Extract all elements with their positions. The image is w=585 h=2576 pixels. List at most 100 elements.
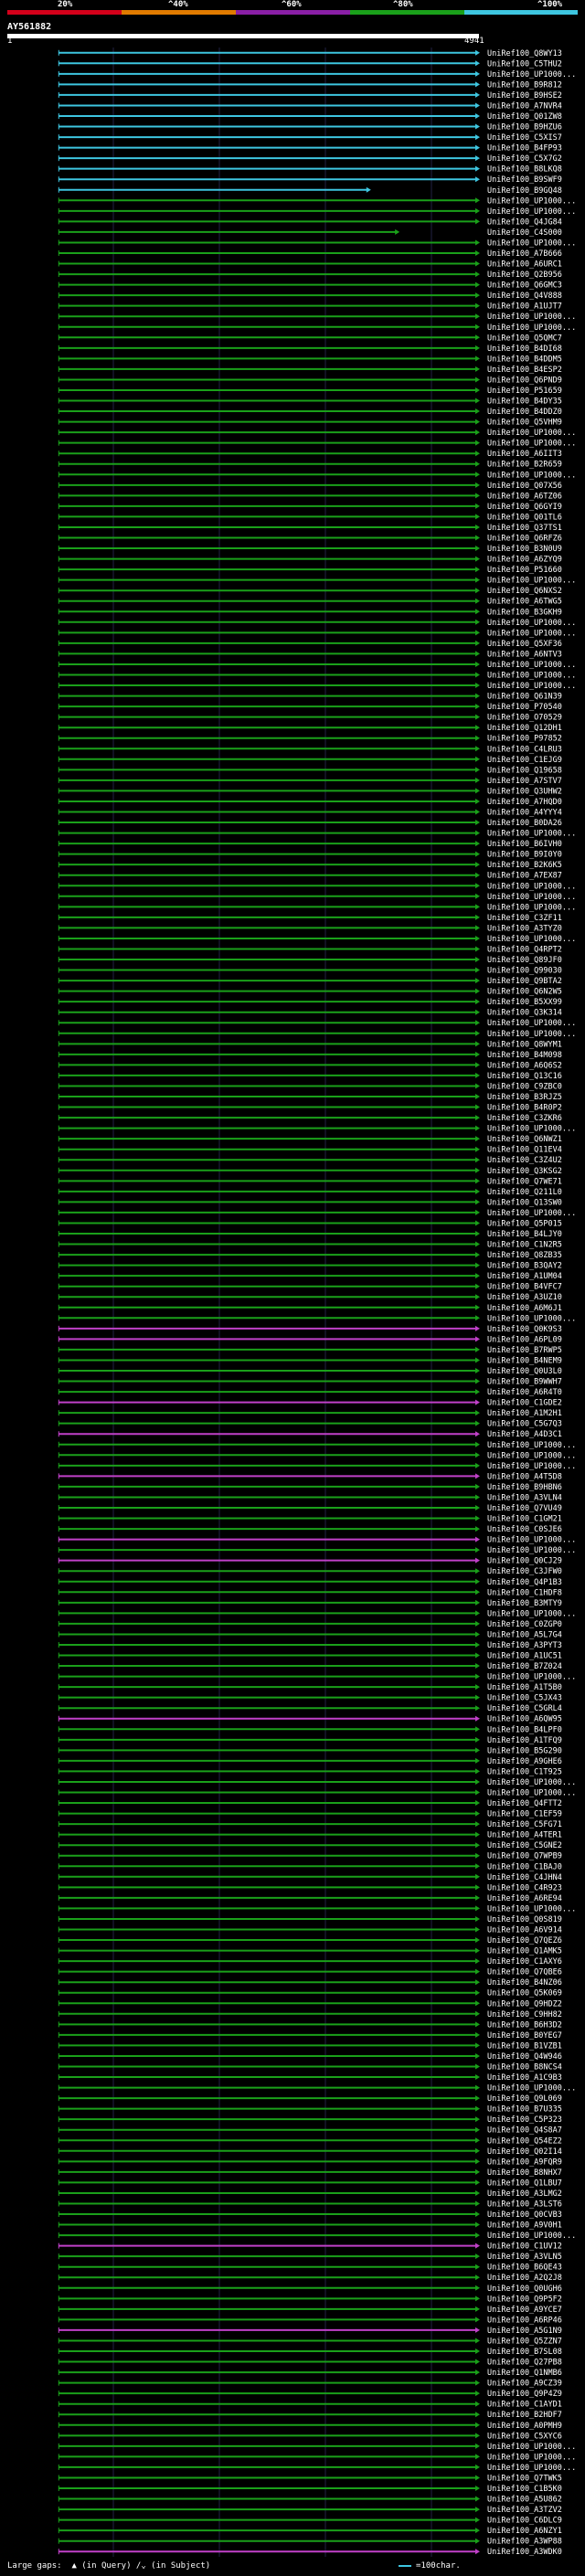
hit-row[interactable]: UniRef100_B4NZ06 <box>58 1978 562 1988</box>
hit-label[interactable]: UniRef100_B2R659 <box>487 461 562 470</box>
hit-row[interactable]: UniRef100_A3LMG2 <box>58 2189 562 2199</box>
hit-row[interactable]: UniRef100_UP1000... <box>58 1462 576 1471</box>
hit-label[interactable]: UniRef100_UP1000... <box>487 196 576 206</box>
hit-label[interactable]: UniRef100_Q12DH1 <box>487 724 562 733</box>
hit-row[interactable]: UniRef100_A9FQR9 <box>58 2157 562 2167</box>
hit-label[interactable]: UniRef100_Q37TS1 <box>487 524 562 533</box>
hit-label[interactable]: UniRef100_Q19658 <box>487 766 562 775</box>
hit-label[interactable]: UniRef100_Q4FTT2 <box>487 1799 562 1808</box>
hit-label[interactable]: UniRef100_Q4RPT2 <box>487 945 562 954</box>
hit-row[interactable]: UniRef100_A6ZYQ9 <box>58 556 562 565</box>
hit-row[interactable]: UniRef100_C3ZKR6 <box>58 1114 562 1123</box>
hit-row[interactable]: UniRef100_C5FG71 <box>58 1820 562 1829</box>
hit-label[interactable]: UniRef100_A1C9B3 <box>487 2073 562 2083</box>
hit-label[interactable]: UniRef100_Q5P015 <box>487 1219 562 1228</box>
hit-label[interactable]: UniRef100_C5XIS7 <box>487 133 562 143</box>
hit-row[interactable]: UniRef100_Q4S8A7 <box>58 2126 562 2136</box>
hit-row[interactable]: UniRef100_C1GM21 <box>58 1515 562 1524</box>
hit-label[interactable]: UniRef100_UP1000... <box>487 471 576 480</box>
hit-row[interactable]: UniRef100_C5XYC6 <box>58 2432 562 2441</box>
hit-row[interactable]: UniRef100_UP1000... <box>58 1019 576 1028</box>
hit-label[interactable]: UniRef100_B4DI68 <box>487 345 562 354</box>
hit-label[interactable]: UniRef100_B8NCS4 <box>487 2062 562 2072</box>
hit-row[interactable]: UniRef100_B0YEG7 <box>58 2031 562 2041</box>
hit-label[interactable]: UniRef100_A9FQR9 <box>487 2157 562 2167</box>
hit-label[interactable]: UniRef100_C3JFW0 <box>487 1567 562 1576</box>
hit-row[interactable]: UniRef100_UP1000... <box>58 2084 576 2094</box>
hit-row[interactable]: UniRef100_A2Q2J8 <box>58 2274 562 2283</box>
hit-label[interactable]: UniRef100_B7U335 <box>487 2105 562 2115</box>
hit-row[interactable]: UniRef100_A6Q6S2 <box>58 1061 562 1070</box>
hit-label[interactable]: UniRef100_A7NVR4 <box>487 101 562 111</box>
hit-label[interactable]: UniRef100_A6Q6S2 <box>487 1061 562 1070</box>
hit-label[interactable]: UniRef100_A6RP46 <box>487 2316 562 2325</box>
hit-row[interactable]: UniRef100_B9HBN6 <box>58 1483 562 1492</box>
hit-row[interactable]: UniRef100_B9I0Y0 <box>58 851 562 860</box>
hit-row[interactable]: UniRef100_C5JX43 <box>58 1694 562 1703</box>
hit-label[interactable]: UniRef100_B9HSE2 <box>487 91 562 101</box>
hit-label[interactable]: UniRef100_C5JX43 <box>487 1694 562 1703</box>
hit-row[interactable]: UniRef100_C5P323 <box>58 2115 562 2125</box>
hit-row[interactable]: UniRef100_Q5QMC7 <box>58 334 562 343</box>
hit-label[interactable]: UniRef100_B8LKQ8 <box>487 165 562 175</box>
hit-label[interactable]: UniRef100_UP1000... <box>487 2084 576 2094</box>
hit-row[interactable]: UniRef100_C1T925 <box>58 1767 562 1776</box>
hit-label[interactable]: UniRef100_B9SWF9 <box>487 175 562 185</box>
hit-label[interactable]: UniRef100_B5G290 <box>487 1746 562 1755</box>
hit-row[interactable]: UniRef100_C4JHN4 <box>58 1873 562 1882</box>
hit-row[interactable]: UniRef100_Q9P5F2 <box>58 2295 562 2304</box>
hit-label[interactable]: UniRef100_B5XX99 <box>487 998 562 1007</box>
hit-row[interactable]: UniRef100_UP1000... <box>58 1441 576 1450</box>
hit-row[interactable]: UniRef100_A6URC1 <box>58 260 562 270</box>
hit-label[interactable]: UniRef100_Q3UHW2 <box>487 787 562 796</box>
hit-row[interactable]: UniRef100_UP1000... <box>58 1609 576 1618</box>
hit-label[interactable]: UniRef100_A3WP88 <box>487 2538 562 2547</box>
hit-row[interactable]: UniRef100_A6TZ06 <box>58 492 562 501</box>
hit-row[interactable]: UniRef100_Q2B956 <box>58 270 562 280</box>
hit-row[interactable]: UniRef100_UP1000... <box>58 2231 576 2241</box>
hit-row[interactable]: UniRef100_Q8ZB35 <box>58 1251 562 1260</box>
hit-label[interactable]: UniRef100_P51660 <box>487 566 562 575</box>
hit-row[interactable]: UniRef100_A4D3C1 <box>58 1430 562 1439</box>
hit-row[interactable]: UniRef100_C1BAJ0 <box>58 1862 562 1871</box>
hit-row[interactable]: UniRef100_Q9L069 <box>58 2094 562 2104</box>
hit-label[interactable]: UniRef100_Q02I14 <box>487 2147 562 2157</box>
hit-label[interactable]: UniRef100_UP1000... <box>487 893 576 902</box>
hit-row[interactable]: UniRef100_B3QAY2 <box>58 1262 562 1271</box>
hit-row[interactable]: UniRef100_A6R4T0 <box>58 1388 562 1397</box>
hit-row[interactable]: UniRef100_B9HZU6 <box>58 123 562 133</box>
hit-row[interactable]: UniRef100_Q9BTA2 <box>58 977 562 986</box>
hit-row[interactable]: UniRef100_C1N2R5 <box>58 1241 562 1250</box>
hit-row[interactable]: UniRef100_Q5K069 <box>58 1989 562 1998</box>
hit-label[interactable]: UniRef100_O70529 <box>487 714 562 723</box>
hit-label[interactable]: UniRef100_C1GDE2 <box>487 1399 562 1408</box>
hit-row[interactable]: UniRef100_B4M098 <box>58 1051 562 1060</box>
hit-row[interactable]: UniRef100_B9WWH7 <box>58 1378 562 1387</box>
hit-row[interactable]: UniRef100_A3VLN5 <box>58 2253 562 2262</box>
hit-label[interactable]: UniRef100_UP1000... <box>487 1904 576 1913</box>
hit-row[interactable]: UniRef100_UP1000... <box>58 313 576 322</box>
hit-label[interactable]: UniRef100_UP1000... <box>487 935 576 944</box>
hit-label[interactable]: UniRef100_A9V0H1 <box>487 2221 562 2231</box>
hit-row[interactable]: UniRef100_UP1000... <box>58 882 576 891</box>
hit-label[interactable]: UniRef100_Q01TL6 <box>487 513 562 522</box>
hit-label[interactable]: UniRef100_A1UM04 <box>487 1272 562 1281</box>
hit-label[interactable]: UniRef100_A1UJT7 <box>487 302 562 312</box>
hit-row[interactable]: UniRef100_Q6NXS2 <box>58 587 562 596</box>
hit-row[interactable]: UniRef100_Q4V888 <box>58 292 562 301</box>
hit-row[interactable]: UniRef100_Q3UHW2 <box>58 787 562 796</box>
hit-row[interactable]: UniRef100_A4TER1 <box>58 1831 562 1840</box>
hit-label[interactable]: UniRef100_B9R812 <box>487 80 562 90</box>
hit-label[interactable]: UniRef100_UP1000... <box>487 1441 576 1450</box>
hit-label[interactable]: UniRef100_A6M6J1 <box>487 1304 562 1313</box>
hit-row[interactable]: UniRef100_UP1000... <box>58 1673 576 1682</box>
hit-label[interactable]: UniRef100_Q61N39 <box>487 693 562 702</box>
hit-row[interactable]: UniRef100_Q11EV4 <box>58 1146 562 1155</box>
hit-row[interactable]: UniRef100_C1EJG9 <box>58 756 562 765</box>
hit-label[interactable]: UniRef100_A1T5B0 <box>487 1683 562 1692</box>
hit-row[interactable]: UniRef100_UP1000... <box>58 70 576 80</box>
hit-row[interactable]: UniRef100_C1HDF8 <box>58 1588 562 1597</box>
hit-label[interactable]: UniRef100_C4R923 <box>487 1883 562 1892</box>
hit-label[interactable]: UniRef100_UP1000... <box>487 830 576 839</box>
hit-row[interactable]: UniRef100_B3GKH9 <box>58 608 562 617</box>
